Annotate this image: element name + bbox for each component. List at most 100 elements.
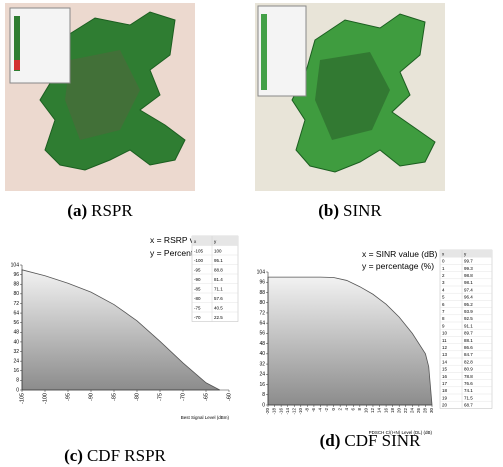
x-tick-label: 26 [416, 408, 421, 414]
table-cell: 20 [442, 403, 448, 408]
y-tick-label: 104 [257, 269, 266, 275]
x-tick-label: -18 [272, 408, 277, 415]
table-cell: -70 [194, 315, 201, 320]
table-cell: -95 [194, 268, 201, 273]
table-cell: 89.7 [464, 331, 473, 336]
table-cell: 92.5 [464, 316, 473, 321]
cdf-area [22, 270, 220, 390]
caption: (c)CDF RSPR [64, 446, 166, 465]
x-tick-label: -95 [65, 393, 71, 401]
table-cell: 12 [442, 345, 448, 350]
x-tick-label: -80 [134, 393, 140, 401]
table-cell: 17 [442, 381, 448, 386]
table-cell: 100 [214, 249, 222, 254]
y-tick-label: 64 [259, 320, 265, 326]
cdf-area [268, 277, 432, 405]
x-tick-label: -12 [291, 408, 296, 415]
y-tick-label: 16 [259, 382, 265, 388]
x-tick-label: 12 [370, 408, 375, 414]
y-tick-label: 56 [13, 320, 19, 326]
x-tick-label: 14 [377, 408, 382, 414]
caption-label: (a) [67, 201, 87, 220]
cdf-chart: 081624324048566472808896104-105-100-95-9… [11, 235, 238, 420]
y-tick-label: 72 [13, 301, 19, 307]
y-tick-label: 8 [262, 392, 265, 398]
table-cell: 82.8 [464, 359, 473, 364]
table-cell: 84.7 [464, 352, 473, 357]
table-cell: -85 [194, 287, 201, 292]
x-tick-label: -60 [226, 393, 232, 401]
y-tick-label: 96 [259, 280, 265, 286]
table-cell: 15 [442, 367, 448, 372]
y-tick-label: 24 [259, 372, 265, 378]
x-tick-label: -20 [265, 408, 270, 415]
x-tick-label: -65 [203, 393, 209, 401]
y-tick-label: 72 [259, 310, 265, 316]
x-tick-label: -90 [88, 393, 94, 401]
table-cell: 74.1 [464, 388, 473, 393]
table-cell: 88.8 [214, 268, 223, 273]
figure: (a)RSPR (b)SINR (c)CDF RSPR (d)CDF SINR … [0, 0, 503, 467]
table-cell: 18 [442, 388, 448, 393]
table-cell: 14 [442, 359, 448, 364]
y-tick-label: 24 [13, 358, 19, 364]
table-cell: 98.1 [464, 280, 473, 285]
caption-label: (b) [318, 201, 339, 220]
x-axis-title: Best Signal Level (dBm) [181, 415, 230, 420]
table-cell: 95.2 [464, 302, 473, 307]
x-tick-label: 22 [403, 408, 408, 414]
y-tick-label: 40 [13, 339, 19, 345]
table-cell: -100 [194, 258, 204, 263]
x-tick-label: -6 [311, 408, 316, 412]
x-tick-label: 6 [350, 408, 355, 411]
table-cell: 22.5 [214, 315, 223, 320]
caption-text: CDF RSPR [87, 446, 167, 465]
caption: (a)RSPR [67, 201, 133, 220]
x-tick-label: -100 [42, 393, 48, 404]
table-cell: 80.9 [464, 367, 473, 372]
table-cell: 71.5 [464, 395, 473, 400]
x-tick-label: 16 [383, 408, 388, 414]
table-cell: 99.3 [464, 266, 473, 271]
table-cell: 97.4 [464, 287, 473, 292]
caption-label: (c) [64, 446, 83, 465]
x-tick-label: 0 [331, 408, 336, 411]
x-tick-label: -4 [318, 408, 323, 412]
x-tick-label: -75 [157, 393, 163, 401]
y-tick-label: 80 [13, 291, 19, 297]
table-cell: 99.7 [464, 259, 473, 264]
x-tick-label: -8 [305, 408, 310, 412]
x-tick-label: -10 [298, 408, 303, 415]
caption: (b)SINR [318, 201, 382, 220]
x-tick-label: 24 [410, 408, 415, 414]
y-tick-label: 96 [13, 272, 19, 278]
x-tick-label: -2 [324, 408, 329, 412]
y-tick-label: 64 [13, 310, 19, 316]
table-cell: 91.1 [464, 323, 473, 328]
table-cell: 11 [442, 338, 447, 343]
table-cell: 98.8 [464, 273, 473, 278]
x-axis-title: PDSCH C/(I+N) Level (DL) (dB) [369, 430, 433, 435]
x-tick-label: -70 [180, 393, 186, 401]
cdf-chart: 081624324048566472808896104-20-18-16-14-… [257, 249, 492, 435]
table-cell: 57.6 [214, 296, 223, 301]
x-tick-label: 28 [423, 408, 428, 414]
table-cell: 86.6 [464, 345, 473, 350]
x-tick-label: -85 [111, 393, 117, 401]
y-tick-label: 104 [11, 262, 20, 268]
caption-text: SINR [343, 201, 382, 220]
y-tick-label: 0 [262, 402, 265, 408]
y-tick-label: 48 [13, 330, 19, 336]
y-tick-label: 0 [16, 387, 19, 393]
table-cell: 96.4 [464, 295, 473, 300]
x-tick-label: 4 [344, 408, 349, 411]
table-cell: 68.7 [464, 403, 473, 408]
x-tick-label: -105 [19, 393, 25, 404]
y-tick-label: 32 [13, 349, 19, 355]
x-tick-label: 20 [396, 408, 401, 414]
annotation: y = percentage (%) [362, 261, 434, 271]
y-tick-label: 88 [259, 290, 265, 296]
map-rsrp [5, 3, 195, 191]
table-cell: 40.5 [214, 306, 223, 311]
caption-text: RSPR [91, 201, 133, 220]
